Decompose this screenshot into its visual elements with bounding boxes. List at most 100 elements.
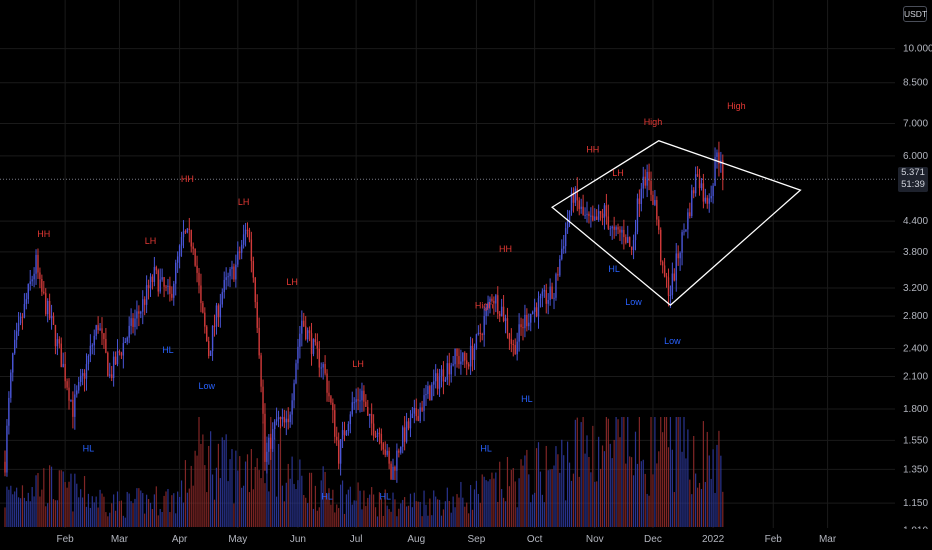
volume-bar <box>196 455 198 527</box>
volume-bar <box>493 478 495 527</box>
volume-bar <box>235 450 237 527</box>
volume-bar <box>50 466 53 527</box>
candle-body <box>646 171 648 186</box>
current-price-tag: 5.371 51:39 <box>898 167 928 192</box>
volume-bar <box>19 498 22 527</box>
volume-bar <box>526 449 528 527</box>
volume-bar <box>305 497 307 527</box>
volume-bar <box>41 489 43 527</box>
price-axis[interactable]: 10.000 8.500 7.000 6.000 4.400 3.800 3.200 2.80… <box>897 0 932 536</box>
candle-body <box>233 266 235 280</box>
candle-body <box>70 399 72 401</box>
volume-bar <box>194 450 196 527</box>
volume-bar <box>468 513 470 527</box>
swing-high-label: LH <box>286 277 298 287</box>
candle-body <box>209 350 212 357</box>
volume-bar <box>667 447 670 527</box>
volume-bar <box>396 516 398 527</box>
candle-body <box>303 320 305 327</box>
candle-body <box>258 327 260 356</box>
volume-bar <box>186 492 188 527</box>
volume-bar <box>518 478 520 527</box>
volume-bar <box>652 474 654 527</box>
volume-bar <box>489 479 491 527</box>
candle-body <box>654 200 656 205</box>
candle-body <box>239 251 241 253</box>
volume-bar <box>291 456 293 527</box>
volume-bar <box>233 503 235 527</box>
volume-bar <box>545 445 547 527</box>
candle-body <box>41 278 43 292</box>
volume-bar <box>440 515 443 527</box>
volume-bar <box>576 417 578 527</box>
volume-bar <box>609 443 611 527</box>
candle-body <box>716 152 718 157</box>
currency-badge[interactable]: USDT <box>903 6 927 22</box>
volume-bar <box>590 472 592 527</box>
candle-body <box>601 213 604 218</box>
candle-body <box>444 379 447 382</box>
volume-bar <box>74 473 76 527</box>
candle-body <box>223 279 225 293</box>
volume-bar <box>506 456 509 527</box>
volume-bar <box>12 494 14 527</box>
volume-bar <box>89 507 91 527</box>
y-tick-label: 2.800 <box>903 311 928 322</box>
volume-bar <box>373 494 375 527</box>
candle-body <box>200 285 202 304</box>
candle-body <box>700 183 703 189</box>
volume-bar <box>151 509 154 527</box>
candle-body <box>551 286 553 299</box>
candle-body <box>370 413 373 424</box>
volume-bar <box>491 472 493 527</box>
volume-bar <box>582 417 584 527</box>
candle-body <box>43 291 45 294</box>
volume-bar <box>378 492 381 527</box>
volume-bar <box>479 502 481 527</box>
volume-bar <box>114 510 117 527</box>
volume-bar <box>136 488 138 527</box>
candle-body <box>518 324 520 342</box>
candle-body <box>663 265 666 277</box>
swing-low-label: HL <box>162 345 174 355</box>
candle-body <box>171 293 173 298</box>
volume-bar <box>250 449 252 527</box>
candle-body <box>357 399 359 401</box>
volume-bar <box>326 493 328 527</box>
volume-bar <box>698 482 701 527</box>
volume-bar <box>58 470 60 527</box>
annotations: HH LH HH LH LH LH HH High HH LH High High HL HL Low HL H… <box>37 101 745 501</box>
candle-body <box>101 328 103 334</box>
volume-bar <box>266 436 268 527</box>
candle-body <box>109 374 111 376</box>
volume-bar <box>677 417 679 527</box>
candle-body <box>398 450 400 453</box>
y-tick-label: 2.400 <box>903 343 928 354</box>
candle-body <box>382 443 384 450</box>
volume-bar <box>613 439 615 527</box>
candle-body <box>169 285 171 294</box>
volume-bar <box>270 417 272 527</box>
candle-body <box>694 174 697 194</box>
candle-body <box>268 437 270 452</box>
swing-high-label: High <box>727 101 746 111</box>
volume-bar <box>328 488 330 527</box>
volume-bar <box>83 476 86 527</box>
candle-body <box>273 421 276 430</box>
candle-body <box>345 431 348 436</box>
volume-bar <box>464 506 466 527</box>
y-tick-label: 10.000 <box>903 44 932 55</box>
candle-body <box>46 300 49 315</box>
x-tick-label: 2022 <box>702 534 725 545</box>
volume-bar <box>363 490 365 527</box>
volume-bar <box>568 462 571 527</box>
time-axis[interactable]: Feb Mar Apr May Jun Jul Aug Sep Oct Nov Dec 2022 Feb… <box>0 529 932 550</box>
volume-bar <box>497 501 499 527</box>
volume-bar <box>16 487 18 527</box>
x-tick-label: Oct <box>527 534 543 545</box>
candle-body <box>372 423 375 436</box>
candle-body <box>316 342 319 349</box>
volume-bar <box>413 492 415 527</box>
candle-body <box>229 269 231 277</box>
